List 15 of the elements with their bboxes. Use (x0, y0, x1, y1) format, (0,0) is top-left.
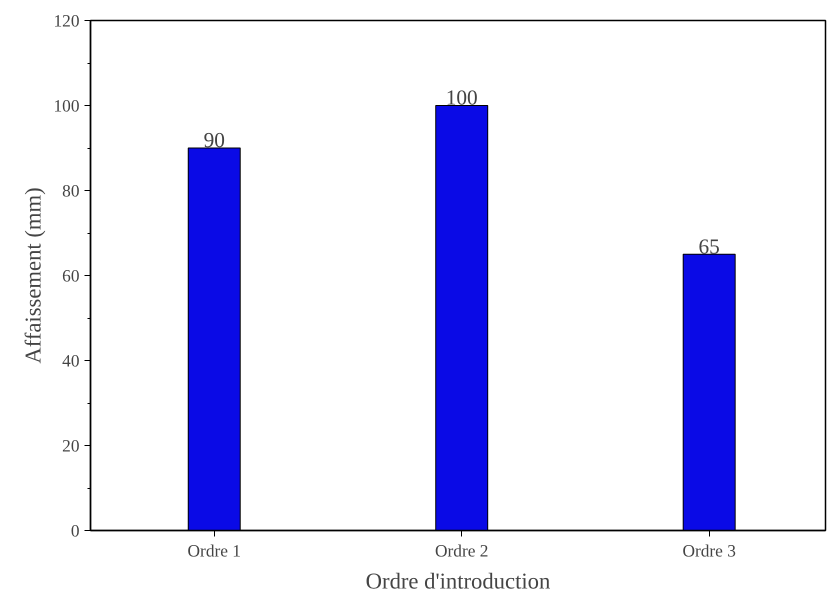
y-axis-title: Affaissement (mm) (20, 187, 46, 364)
y-tick-label: 60 (62, 266, 80, 286)
y-tick-label: 40 (62, 352, 80, 370)
data-label: 100 (446, 86, 478, 110)
y-tick-label: 0 (70, 522, 80, 540)
y-tick-label: 20 (62, 436, 80, 456)
x-axis-title: Ordre d'introduction (366, 568, 550, 594)
data-label: 65 (698, 234, 720, 258)
x-tick-label: Ordre 1 (188, 542, 241, 560)
data-label: 90 (204, 128, 225, 152)
y-tick-label: 80 (62, 182, 80, 200)
x-tick-label: Ordre 3 (682, 542, 736, 560)
y-tick-label: 120 (54, 12, 80, 30)
x-tick-label: Ordre 2 (435, 542, 488, 560)
y-tick-label: 100 (54, 96, 80, 116)
